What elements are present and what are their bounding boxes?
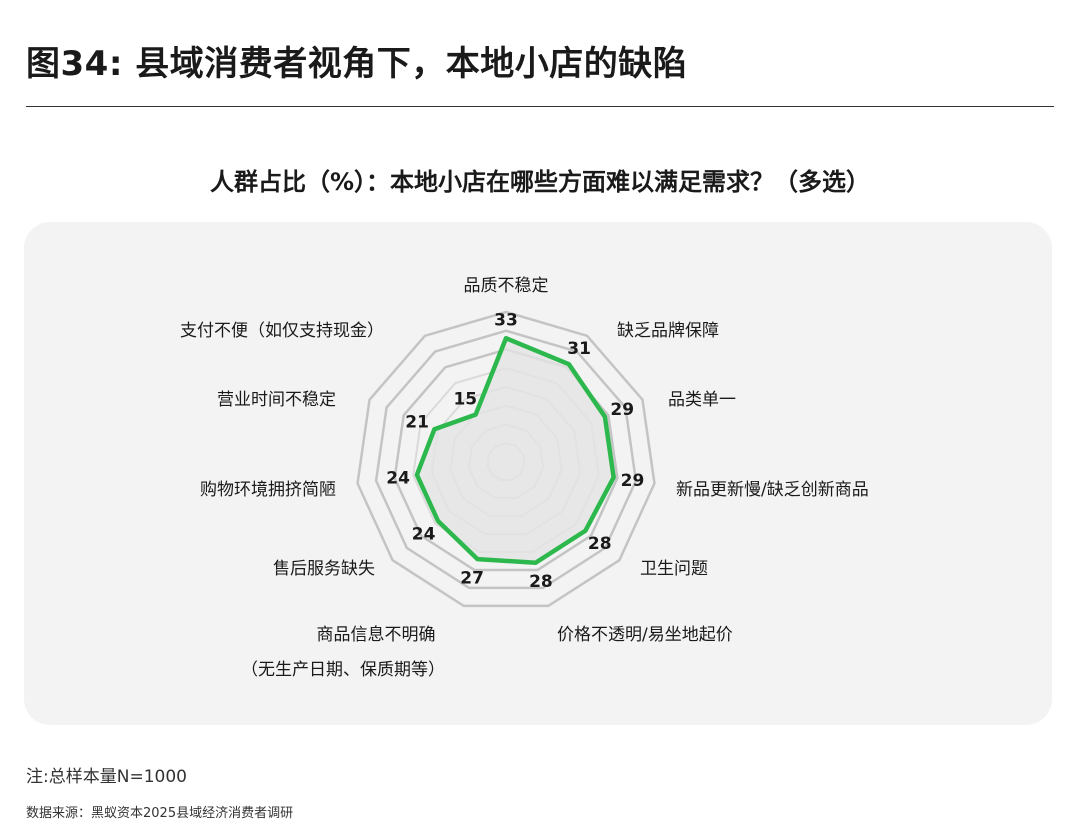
- value-label: 27: [460, 568, 484, 588]
- category-label: 价格不透明/易坐地起价: [557, 625, 733, 645]
- category-label: 商品信息不明确: [317, 625, 436, 645]
- category-label: 卫生问题: [640, 559, 708, 579]
- value-label: 31: [567, 339, 591, 359]
- category-label: 营业时间不稳定: [217, 390, 336, 410]
- value-label: 28: [588, 534, 612, 554]
- grid-ring: [356, 310, 656, 608]
- data-area: [416, 338, 614, 563]
- title-divider: [26, 106, 1054, 107]
- category-label: 品类单一: [668, 390, 736, 410]
- category-label: 品质不稳定: [464, 276, 549, 296]
- value-label: 24: [386, 469, 410, 489]
- value-label: 28: [529, 572, 553, 592]
- category-label: 支付不便（如仅支持现金）: [180, 321, 384, 341]
- category-label: 缺乏品牌保障: [617, 321, 719, 341]
- category-label: 售后服务缺失: [273, 559, 375, 579]
- value-label: 33: [494, 310, 518, 330]
- category-label: （无生产日期、保质期等）: [241, 660, 445, 680]
- chart-subtitle: 人群占比（%）：本地小店在哪些方面难以满足需求？（多选）: [209, 168, 871, 196]
- value-label: 29: [610, 400, 634, 420]
- data-source: 数据来源：黑蚁资本2025县域经济消费者调研: [26, 806, 294, 821]
- grid-ring: [393, 348, 619, 572]
- category-label: 购物环境拥挤简陋: [200, 480, 336, 500]
- category-label: 新品更新慢/缺乏创新商品: [676, 479, 869, 500]
- value-label: 15: [453, 390, 477, 410]
- grid-ring: [374, 329, 638, 590]
- data-line: [414, 336, 616, 565]
- value-label: 21: [405, 412, 429, 432]
- page-title: 图34: 县域消费者视角下，本地小店的缺陷: [26, 44, 688, 84]
- value-label: 29: [621, 471, 645, 491]
- sample-note: 注:总样本量N=1000: [26, 767, 187, 787]
- value-label: 24: [412, 524, 436, 544]
